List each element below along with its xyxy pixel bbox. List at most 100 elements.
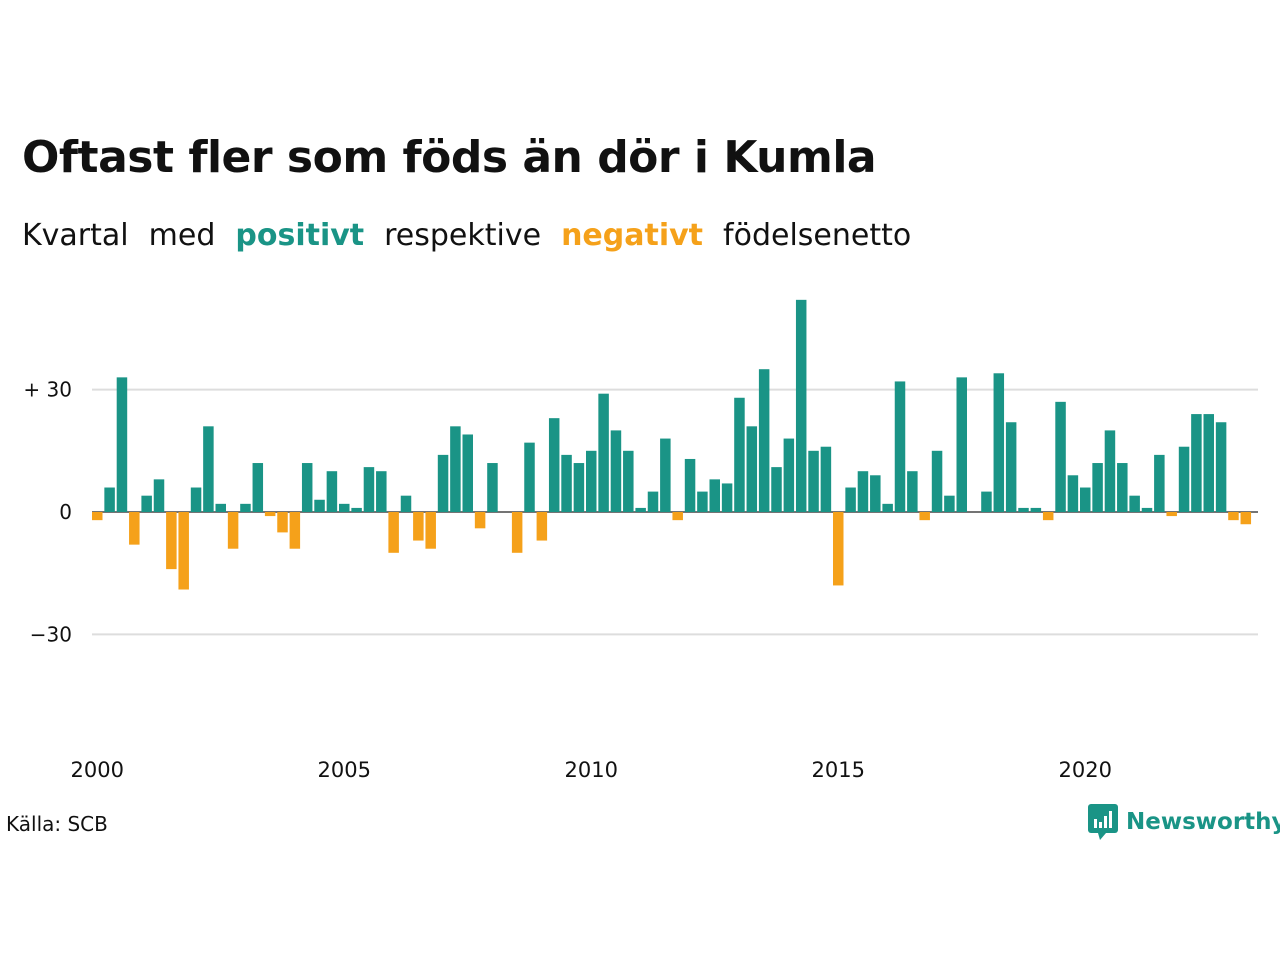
- subtitle-positive-label: positivt: [235, 218, 365, 253]
- bar: [610, 430, 622, 512]
- bar: [1191, 414, 1202, 512]
- bar: [524, 442, 535, 512]
- bar: [1030, 507, 1042, 512]
- bar: [795, 299, 807, 512]
- bar: [956, 377, 967, 512]
- subtitle-word-med: med: [148, 218, 216, 253]
- bar: [919, 512, 930, 521]
- bar: [647, 491, 659, 512]
- bar: [684, 458, 696, 512]
- subtitle-word-fodelsenetto: födelsenetto: [723, 218, 912, 253]
- bar: [1215, 422, 1227, 512]
- bar: [400, 495, 412, 512]
- bar: [709, 479, 720, 512]
- bar: [697, 491, 708, 512]
- bar: [1055, 401, 1066, 512]
- bar: [734, 397, 745, 512]
- x-axis-ticks: 2000 2005 2010 2015 2020: [71, 758, 1112, 782]
- bar: [277, 512, 288, 533]
- bar: [845, 487, 856, 512]
- bar: [264, 512, 276, 517]
- x-tick-label: 2015: [812, 758, 865, 782]
- x-tick-label: 2020: [1059, 758, 1112, 782]
- bar: [833, 512, 844, 586]
- bar: [1154, 454, 1165, 512]
- bar: [1203, 414, 1214, 512]
- bar: [635, 507, 646, 512]
- chart-subtitle: Kvartal med positivt respektive negativt föde…: [22, 218, 931, 253]
- bar: [314, 499, 325, 512]
- bar: [1080, 487, 1091, 512]
- bar: [993, 373, 1005, 512]
- newsworthy-logo-text: Newsworthy: [1126, 809, 1280, 835]
- bar: [1240, 512, 1252, 525]
- bar: [931, 450, 943, 512]
- bar: [623, 450, 634, 512]
- bar: [783, 438, 795, 512]
- bar: [104, 487, 115, 512]
- bar: [1005, 422, 1017, 512]
- bar: [548, 418, 560, 512]
- bar: [240, 503, 251, 512]
- bar: [92, 512, 103, 521]
- subtitle-word-respektive: respektive: [384, 218, 542, 253]
- bar: [289, 512, 301, 549]
- bar: [388, 512, 399, 553]
- source-note: Källa: SCB: [6, 812, 108, 836]
- bar: [1178, 446, 1190, 512]
- newsworthy-logo-icon: [1088, 804, 1118, 840]
- bar: [1141, 507, 1153, 512]
- chart-title: Oftast fler som föds än dör i Kumla: [22, 132, 877, 183]
- bar: [771, 467, 782, 512]
- bar: [1104, 430, 1116, 512]
- bar: [944, 495, 955, 512]
- bar: [721, 483, 733, 512]
- bar: [746, 426, 758, 512]
- bar: [141, 495, 152, 512]
- y-tick-label: + 30: [23, 378, 72, 402]
- bar: [178, 512, 189, 590]
- x-tick-label: 2010: [565, 758, 618, 782]
- bar: [215, 503, 226, 512]
- bar: [808, 450, 819, 512]
- bar: [203, 426, 214, 512]
- bar: [536, 512, 548, 541]
- bar: [129, 512, 140, 545]
- bar: [413, 512, 424, 541]
- bar: [1042, 512, 1054, 521]
- bar: [758, 369, 770, 512]
- bar: [573, 463, 585, 512]
- bar: [857, 471, 869, 512]
- bar: [1092, 463, 1103, 512]
- subtitle-word-kvartal: Kvartal: [22, 218, 129, 253]
- newsworthy-logo[interactable]: Newsworthy: [1088, 804, 1280, 840]
- bar: [301, 463, 313, 512]
- bar: [351, 507, 362, 512]
- bar: [586, 450, 597, 512]
- bar: [672, 512, 683, 521]
- bar: [1067, 475, 1079, 512]
- bar: [894, 381, 906, 512]
- bar: [598, 393, 609, 512]
- bar: [116, 377, 128, 512]
- bar: [474, 512, 486, 529]
- bar: [870, 475, 881, 512]
- subtitle-negative-label: negativt: [561, 218, 704, 253]
- bar: [252, 463, 264, 512]
- bar: [227, 512, 239, 549]
- y-axis-ticks: + 30 0 −30: [23, 378, 72, 647]
- bar: [1117, 463, 1128, 512]
- bar: [376, 471, 387, 512]
- bar: [660, 438, 671, 512]
- bar: [487, 463, 498, 512]
- bar: [166, 512, 177, 570]
- bar: [1018, 507, 1029, 512]
- bars: [92, 299, 1252, 590]
- bar: [1129, 495, 1140, 512]
- bar: [190, 487, 202, 512]
- bar: [339, 503, 350, 512]
- bar: [1166, 512, 1177, 517]
- bar: [1228, 512, 1239, 521]
- bar: [981, 491, 992, 512]
- bar: [363, 467, 375, 512]
